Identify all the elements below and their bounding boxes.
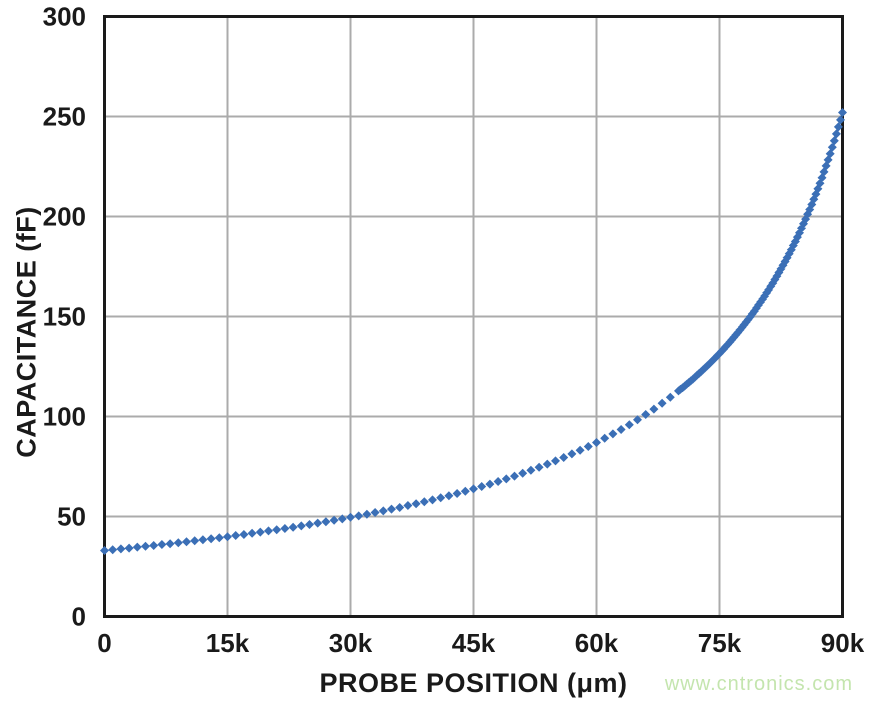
y-tick-label: 50 xyxy=(57,502,86,532)
y-tick-label: 150 xyxy=(43,302,86,332)
x-tick-label: 0 xyxy=(97,628,111,658)
y-tick-label: 200 xyxy=(43,202,86,232)
x-tick-label: 15k xyxy=(206,628,250,658)
x-tick-label: 30k xyxy=(329,628,373,658)
y-tick-label: 250 xyxy=(43,102,86,132)
x-axis-title: PROBE POSITION (μm) xyxy=(319,668,628,698)
x-tick-label: 60k xyxy=(575,628,619,658)
x-tick-label: 45k xyxy=(452,628,496,658)
watermark: www.cntronics.com xyxy=(664,673,853,695)
x-tick-label: 75k xyxy=(698,628,742,658)
x-tick-label: 90k xyxy=(821,628,865,658)
plot-border xyxy=(103,15,844,618)
y-tick-label: 100 xyxy=(43,402,86,432)
y-axis-title: CAPACITANCE (fF) xyxy=(11,206,42,458)
y-tick-label: 0 xyxy=(72,602,86,632)
y-tick-label: 300 xyxy=(43,2,86,32)
